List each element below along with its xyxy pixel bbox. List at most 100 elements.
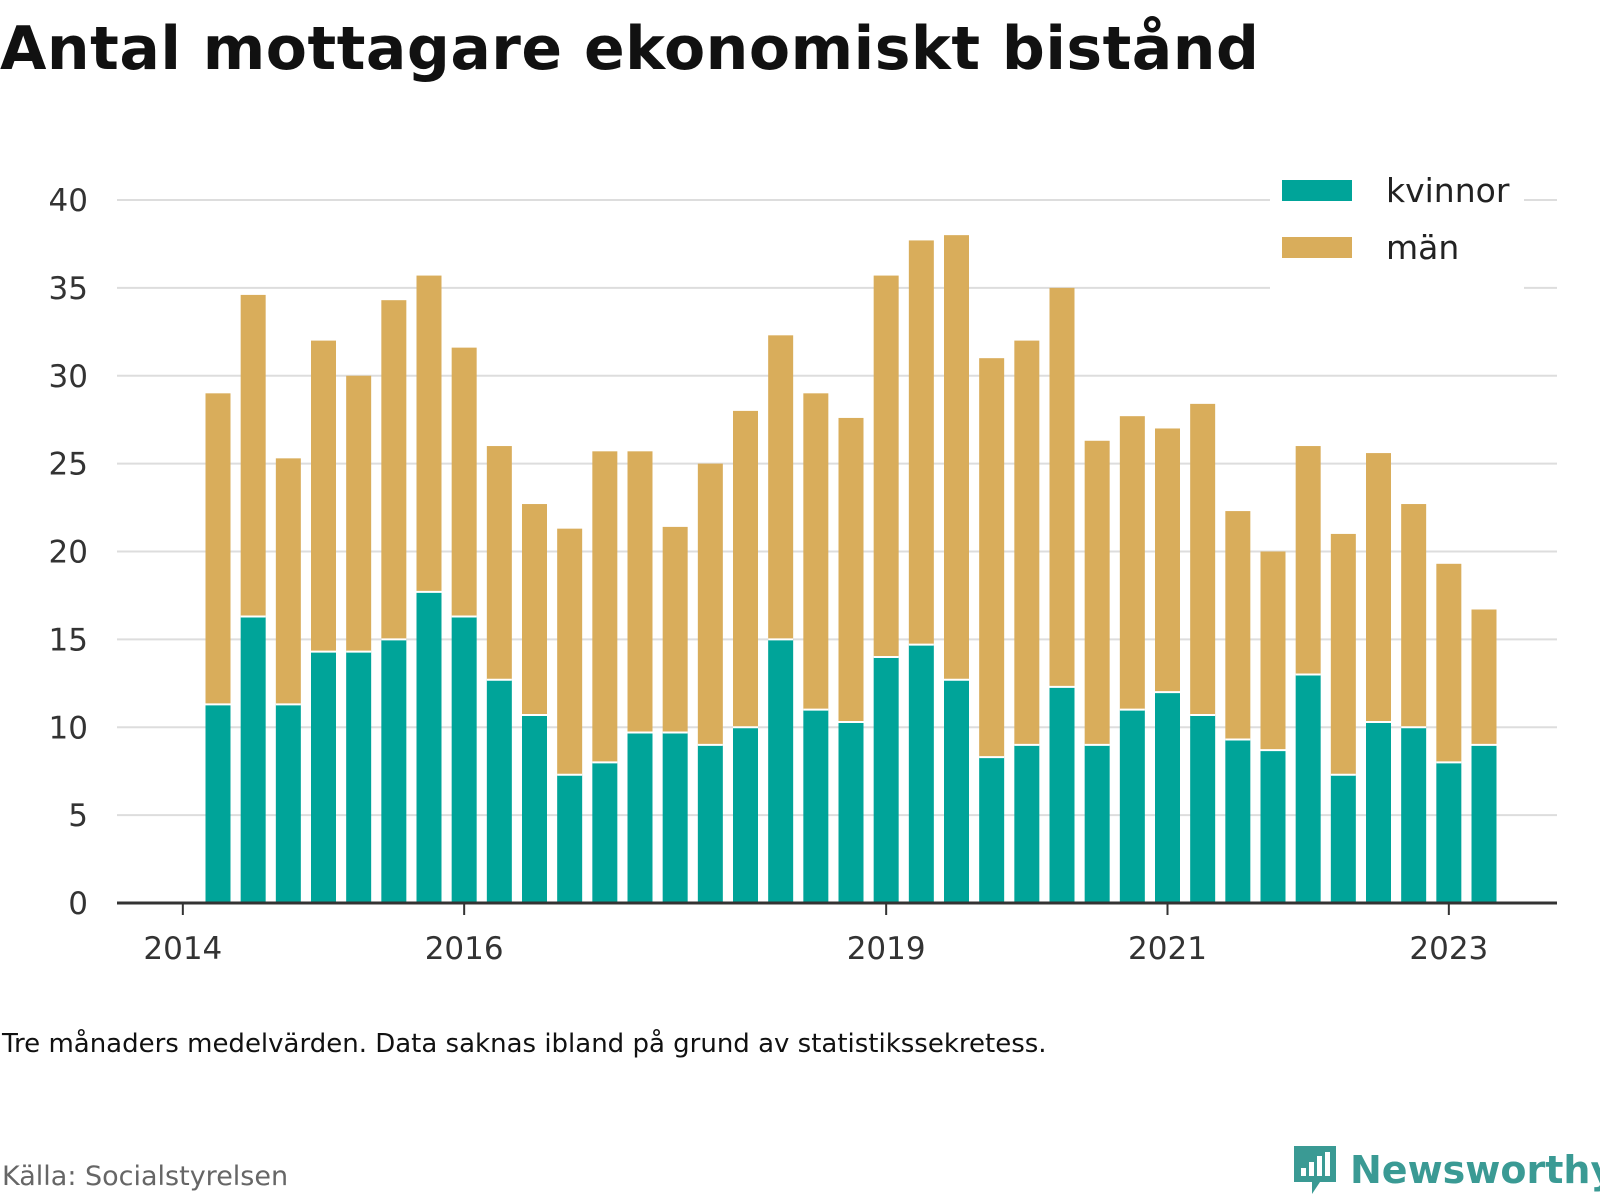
- bar-kvinnor: [557, 774, 583, 903]
- bar-man: [346, 375, 372, 652]
- bar-kvinnor: [1436, 762, 1462, 903]
- bar-man: [1330, 533, 1356, 775]
- bar-man: [873, 275, 899, 657]
- bar-kvinnor: [1084, 744, 1110, 903]
- bar-man: [1049, 287, 1075, 687]
- source-credit: Källa: Socialstyrelsen: [2, 1161, 289, 1192]
- bar-kvinnor: [346, 651, 372, 903]
- bar-kvinnor: [944, 679, 969, 903]
- bar-man: [768, 335, 794, 640]
- bar-kvinnor: [1366, 721, 1391, 903]
- y-tick-label: 10: [49, 710, 88, 746]
- bar-kvinnor: [768, 639, 794, 903]
- bar-kvinnor: [1471, 744, 1497, 903]
- x-tick-label: 2021: [1128, 931, 1207, 967]
- bar-kvinnor: [416, 591, 442, 903]
- bar-kvinnor: [803, 709, 829, 903]
- bar-kvinnor: [662, 732, 688, 903]
- bar-man: [1084, 440, 1110, 745]
- bar-man: [979, 358, 1005, 758]
- x-tick-label: 2014: [143, 931, 222, 967]
- bar-man: [416, 275, 442, 592]
- legend-label: kvinnor: [1386, 171, 1510, 210]
- bar-kvinnor: [1119, 709, 1145, 903]
- bar-kvinnor: [979, 757, 1005, 903]
- bar-man: [1190, 403, 1216, 715]
- bar-kvinnor: [1225, 739, 1251, 903]
- bar-man: [240, 294, 266, 617]
- bar-kvinnor: [275, 704, 301, 903]
- bar-kvinnor: [1260, 750, 1286, 903]
- bar-man: [1014, 340, 1040, 745]
- bar-kvinnor: [697, 744, 723, 903]
- y-tick-label: 5: [68, 798, 88, 834]
- bar-man: [451, 347, 477, 617]
- bar-kvinnor: [1295, 674, 1321, 903]
- legend-label: män: [1386, 228, 1459, 267]
- y-tick-label: 15: [49, 622, 88, 658]
- bar-man: [205, 393, 231, 705]
- bar-man: [1366, 453, 1391, 722]
- x-tick-label: 2023: [1409, 931, 1488, 967]
- bar-man: [1436, 563, 1462, 763]
- bar-man: [557, 528, 583, 775]
- bar-man: [311, 340, 336, 652]
- x-tick-label: 2016: [425, 931, 504, 967]
- x-axis: 2014 2016 2019 2021 2023: [117, 901, 1557, 967]
- bar-kvinnor: [873, 656, 899, 903]
- y-tick-label: 40: [49, 183, 88, 219]
- bar-kvinnor: [1049, 686, 1075, 903]
- bar-man: [592, 451, 618, 763]
- y-tick-label: 20: [49, 535, 88, 571]
- bar-kvinnor: [733, 727, 758, 903]
- bar-man: [381, 300, 407, 640]
- bar-man: [627, 451, 653, 733]
- bar-man: [803, 393, 829, 710]
- bar-man: [1225, 511, 1251, 740]
- legend: kvinnor män: [1270, 160, 1524, 292]
- bar-kvinnor: [522, 714, 547, 903]
- bar-kvinnor: [1401, 727, 1427, 903]
- bar-kvinnor: [205, 704, 231, 903]
- chart-note: Tre månaders medelvärden. Data saknas ib…: [2, 1029, 1047, 1059]
- bar-man: [908, 240, 934, 645]
- y-tick-label: 35: [49, 271, 88, 307]
- bar-man: [838, 417, 864, 722]
- brand-name: Newsworthy: [1350, 1148, 1600, 1192]
- bar-man: [662, 526, 688, 733]
- bar-man: [1119, 416, 1145, 710]
- bar-man: [1155, 428, 1180, 693]
- bar-kvinnor: [592, 762, 618, 903]
- bar-kvinnor: [311, 651, 336, 903]
- bar-man: [944, 235, 969, 680]
- bar-kvinnor: [381, 639, 407, 903]
- bar-man: [486, 446, 512, 680]
- brand-logo: Newsworthy: [1292, 1140, 1600, 1200]
- bar-kvinnor: [838, 721, 864, 903]
- bar-kvinnor: [1190, 714, 1216, 903]
- bar-kvinnor: [1330, 774, 1356, 903]
- x-tick-label: 2019: [847, 931, 926, 967]
- legend-swatch: [1282, 180, 1352, 201]
- y-tick-label: 30: [49, 359, 88, 395]
- bar-man: [522, 504, 547, 715]
- bar-man: [275, 458, 301, 705]
- newsworthy-logo-icon: [1294, 1146, 1336, 1194]
- bar-kvinnor: [486, 679, 512, 903]
- bar-kvinnor: [1155, 692, 1180, 903]
- bar-man: [1295, 446, 1321, 675]
- y-tick-label: 0: [68, 886, 88, 922]
- bars: [205, 235, 1497, 903]
- bar-man: [1260, 551, 1286, 751]
- y-tick-label: 25: [49, 447, 88, 483]
- legend-swatch: [1282, 237, 1352, 258]
- bar-man: [733, 410, 758, 728]
- stacked-bar-chart: 0 5 10 15 20 25 30 35 40 2014 2016 2019 2021 2023 kv…: [48, 160, 1557, 967]
- bar-man: [697, 463, 723, 745]
- y-axis-ticks: 0 5 10 15 20 25 30 35 40: [49, 183, 88, 922]
- chart-title: Antal mottagare ekonomiskt bistånd: [0, 14, 1260, 84]
- bar-man: [1401, 504, 1427, 728]
- bar-kvinnor: [1014, 744, 1040, 903]
- bar-kvinnor: [240, 616, 266, 903]
- bar-kvinnor: [627, 732, 653, 903]
